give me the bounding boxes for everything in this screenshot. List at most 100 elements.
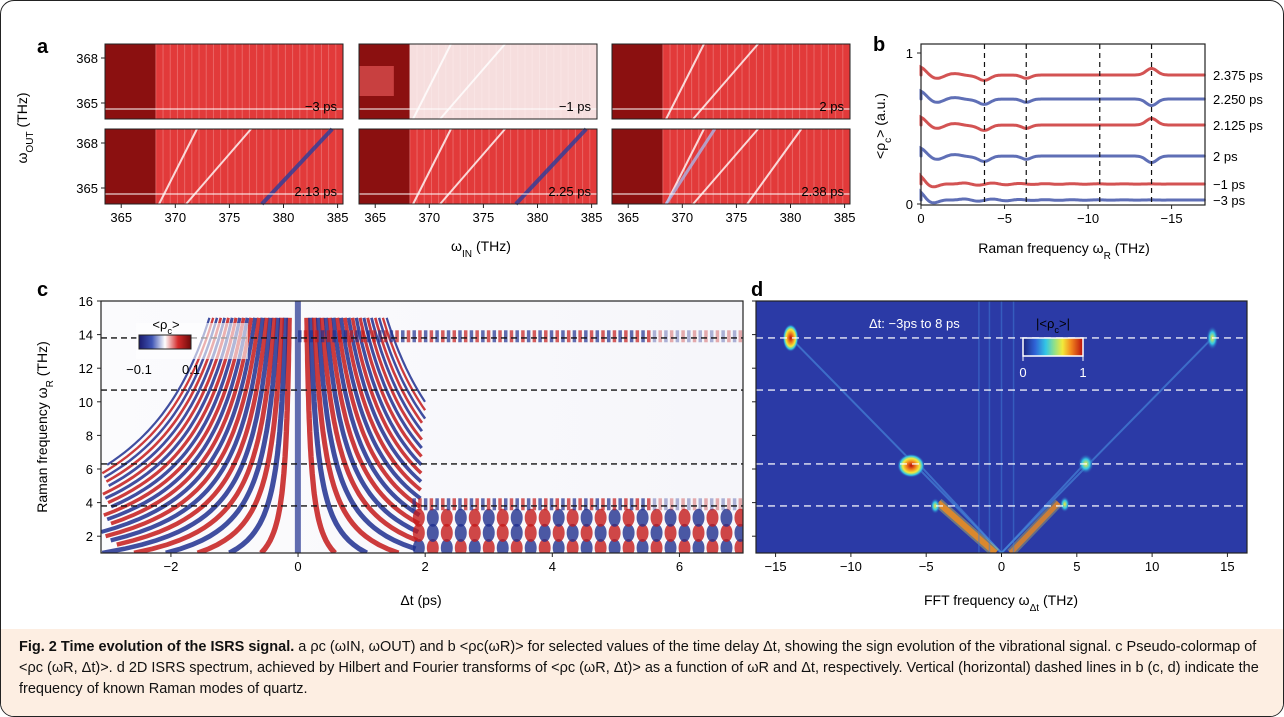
mode-stripe <box>441 498 445 511</box>
oscillation-blob <box>664 538 677 553</box>
diagonal-feature <box>412 128 452 205</box>
panel-label-d: d <box>751 279 763 301</box>
mode-stripe <box>481 498 485 511</box>
oscillation-blob <box>594 508 607 527</box>
mode-stripe <box>458 330 462 343</box>
mode-stripe <box>315 330 319 343</box>
fan-curve <box>304 317 337 553</box>
oscillation-blob <box>524 538 537 553</box>
oscillation-blob <box>426 508 439 527</box>
mode-stripe <box>658 498 662 511</box>
y-axis-label: <ρc> (a.u.) <box>872 93 894 159</box>
mode-stripe <box>681 330 685 343</box>
mode-stripe <box>463 330 468 343</box>
mode-stripe <box>526 498 531 511</box>
mode-stripe <box>584 498 588 511</box>
dark-region <box>612 129 663 204</box>
diagonal-feature <box>665 128 705 205</box>
subplot-delay-label: 2 ps <box>819 99 844 114</box>
diagonal-ridge <box>789 337 1003 553</box>
mode-stripe <box>418 330 422 343</box>
mode-stripe <box>349 330 354 343</box>
trace-delay-label: 2.125 ps <box>1213 118 1263 133</box>
oscillation-blob <box>594 538 607 553</box>
oscillation-blob <box>580 523 593 542</box>
trace-line <box>919 64 1206 82</box>
oscillation-blob <box>538 508 551 527</box>
hot-ridge <box>936 500 998 553</box>
spectral-peak <box>1059 496 1070 513</box>
mode-stripe <box>475 498 479 511</box>
x-tick-label: 370 <box>164 210 186 225</box>
mode-stripe <box>326 330 331 343</box>
diagonal-feature <box>664 128 717 205</box>
x-tick-label: 0 <box>294 559 301 574</box>
y-tick-label: 1 <box>906 46 913 61</box>
fan-curve <box>110 317 265 543</box>
x-tick-label: 385 <box>327 210 349 225</box>
spectral-peak <box>897 453 926 478</box>
x-tick-label: 380 <box>273 210 295 225</box>
fan-curve <box>133 317 277 553</box>
subplot-delay-label: −3 ps <box>305 99 338 114</box>
mode-stripe <box>492 498 497 511</box>
panel-label-c: c <box>37 279 48 301</box>
oscillation-blob <box>468 538 481 553</box>
oscillation-blob <box>510 538 523 553</box>
mode-stripe <box>561 330 565 343</box>
x-tick-label: 0 <box>917 211 924 226</box>
spectral-peak <box>782 323 799 352</box>
fan-curve <box>101 317 273 553</box>
mode-stripe <box>555 498 559 511</box>
y-tick-label: 368 <box>76 136 98 151</box>
dark-region <box>359 129 410 204</box>
y-tick-label: 12 <box>79 361 93 376</box>
mode-stripe <box>709 498 714 511</box>
mode-stripe <box>692 498 697 511</box>
hot-ridge <box>1008 500 1061 553</box>
colorbar-tick-label: 0.1 <box>182 362 200 377</box>
panel-c: c 16 14 12 10 8 6 4 2 −2 0 2 4 6 Raman frequency ωR (T… <box>34 279 744 608</box>
mode-stripe <box>629 498 634 511</box>
plot-frame <box>100 300 744 554</box>
panel-a-subplot: −3 ps 368 365 <box>76 43 344 120</box>
mode-stripe <box>498 498 502 511</box>
fan-curve <box>354 317 423 466</box>
fan-curve <box>165 317 281 553</box>
mode-stripe <box>647 330 651 343</box>
mode-stripe <box>332 330 336 343</box>
oscillation-blob <box>720 523 733 542</box>
mode-stripe <box>732 498 737 511</box>
center-spike <box>294 301 301 553</box>
panel-label-a: a <box>37 36 49 58</box>
mode-stripe <box>727 330 731 343</box>
mode-stripe <box>389 330 394 343</box>
oscillation-blob <box>538 523 551 542</box>
oscillation-blob <box>412 508 425 527</box>
mode-stripe <box>681 498 685 511</box>
mode-stripe <box>452 330 457 343</box>
mode-stripe <box>503 330 508 343</box>
mode-stripe <box>509 498 514 511</box>
fan-curve <box>335 317 422 509</box>
mode-stripe <box>412 498 416 511</box>
x-tick-label: 375 <box>219 210 241 225</box>
oscillation-blob <box>692 523 705 542</box>
x-tick-label: 370 <box>671 210 693 225</box>
subplot-delay-label: −1 ps <box>559 99 592 114</box>
oscillation-blob <box>454 523 467 542</box>
trace-line <box>919 88 1206 107</box>
mode-stripe <box>664 330 668 343</box>
oscillation-blob <box>412 538 425 553</box>
x-tick-label: −15 <box>1161 211 1183 226</box>
oscillation-blob <box>552 538 565 553</box>
mode-stripe <box>595 498 600 511</box>
spectral-peak <box>930 497 941 514</box>
oscillation-blob <box>482 508 495 527</box>
mode-stripe <box>738 498 743 511</box>
diagonal-feature <box>665 43 705 120</box>
mode-stripe <box>338 330 342 343</box>
mode-stripe <box>589 330 594 343</box>
diagonal-ridge <box>1000 337 1214 553</box>
trace-line <box>919 145 1206 164</box>
